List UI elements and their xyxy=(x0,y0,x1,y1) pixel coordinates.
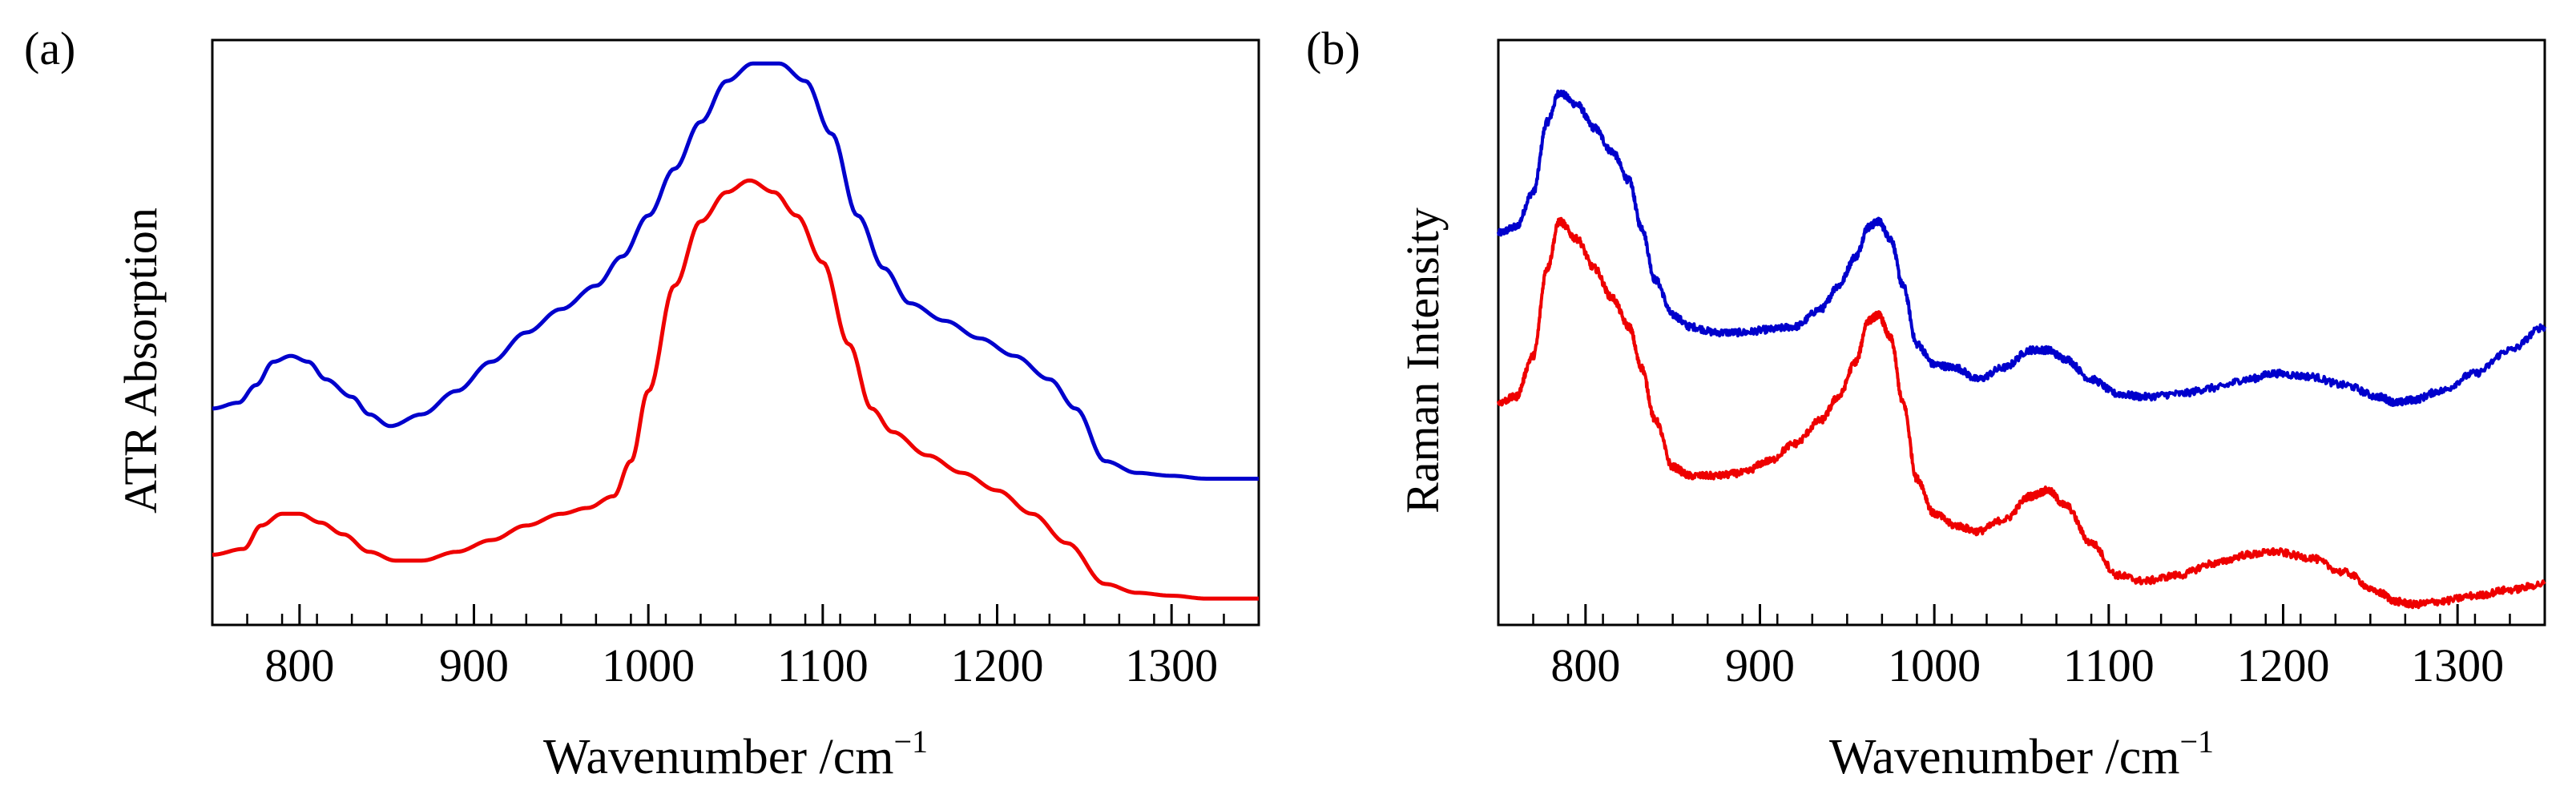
x-axis-label-b: Wavenumber /cm−1 xyxy=(1829,723,2214,784)
plot-frame-a xyxy=(211,38,1260,627)
tick-label-b-1200: 1200 xyxy=(2237,639,2330,691)
x-axis-label-sup-a: −1 xyxy=(893,723,928,760)
tick-label-a-1000: 1000 xyxy=(602,639,695,691)
tick-label-a-800: 800 xyxy=(264,639,334,691)
panel-b: (b) Raman Intensity 800 900 1000 1100 1200 13… xyxy=(1306,22,2546,784)
tick-label-a-1300: 1300 xyxy=(1125,639,1218,691)
y-axis-label-a: ATR Absorption xyxy=(115,208,167,514)
series-line-b-blue xyxy=(1497,89,2546,407)
series-line-a-red xyxy=(212,178,1259,601)
series-group-b xyxy=(1497,89,2546,610)
x-axis-label-main-b: Wavenumber /cm xyxy=(1829,730,2179,784)
panel-a: (a) ATR Absorption 800 900 1000 1100 1200 130… xyxy=(24,22,1260,784)
tick-label-b-1000: 1000 xyxy=(1888,639,1981,691)
x-axis-label-main-a: Wavenumber /cm xyxy=(543,730,893,784)
tick-label-b-800: 800 xyxy=(1550,639,1620,691)
panel-label-b: (b) xyxy=(1306,22,1361,75)
x-axis-label-sup-b: −1 xyxy=(2179,723,2214,760)
tick-label-a-1100: 1100 xyxy=(777,639,869,691)
x-ticks-b: 800 900 1000 1100 1200 1300 xyxy=(1497,604,2546,691)
tick-label-a-1200: 1200 xyxy=(951,639,1044,691)
series-line-b-red xyxy=(1497,216,2546,610)
series-line-a-blue xyxy=(212,61,1259,481)
panel-label-a: (a) xyxy=(24,22,75,75)
tick-label-b-900: 900 xyxy=(1725,639,1795,691)
tick-label-b-1300: 1300 xyxy=(2411,639,2504,691)
x-ticks-a: 800 900 1000 1100 1200 1300 xyxy=(211,604,1260,691)
series-group-a xyxy=(212,61,1259,601)
plot-frame-b xyxy=(1497,38,2546,627)
tick-label-b-1100: 1100 xyxy=(2063,639,2155,691)
y-axis-label-b: Raman Intensity xyxy=(1397,208,1449,514)
tick-label-a-900: 900 xyxy=(439,639,509,691)
x-axis-label-a: Wavenumber /cm−1 xyxy=(543,723,928,784)
